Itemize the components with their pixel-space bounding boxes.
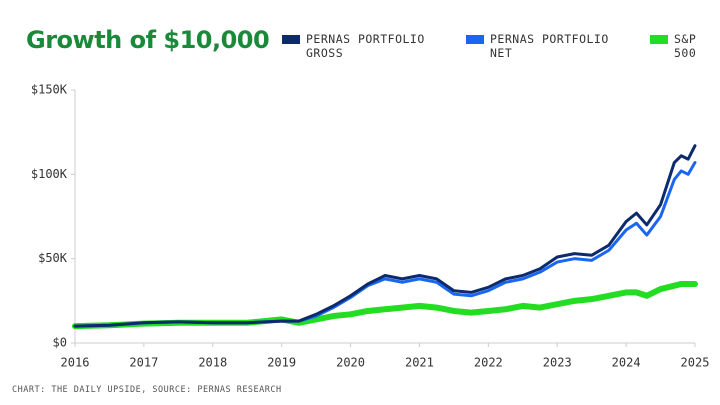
legend-label: S&P 500 [674, 32, 697, 60]
y-tick-label: $50K [38, 251, 68, 265]
x-tick-label: 2025 [681, 356, 710, 370]
x-tick-label: 2018 [198, 356, 227, 370]
line-series [73, 144, 697, 328]
x-tick-label: 2020 [336, 356, 365, 370]
line-series [73, 161, 697, 328]
legend-label: PERNAS PORTFOLIO NET [490, 32, 609, 60]
x-tick-label: 2022 [474, 356, 503, 370]
legend-swatch [466, 35, 484, 44]
y-tick-label: $150K [31, 83, 68, 97]
chart-title: Growth of $10,000 [26, 26, 270, 54]
legend-swatch [282, 35, 300, 44]
legend-swatch [650, 35, 668, 44]
x-tick-label: 2021 [405, 356, 434, 370]
x-tick-label: 2016 [61, 356, 90, 370]
x-tick-label: 2019 [267, 356, 296, 370]
legend-label: PERNAS PORTFOLIO GROSS [306, 32, 425, 60]
x-tick-label: 2024 [612, 356, 641, 370]
legend-item: PERNAS PORTFOLIO NET [466, 32, 632, 60]
y-tick-label: $100K [31, 167, 68, 181]
legend-item: S&P 500 [650, 32, 720, 60]
source: CHART: THE DAILY UPSIDE, SOURCE: PERNAS … [12, 385, 282, 395]
line-series [72, 280, 698, 330]
x-tick-label: 2017 [129, 356, 158, 370]
legend-item: PERNAS PORTFOLIO GROSS [282, 32, 448, 60]
x-tick-label: 2023 [543, 356, 572, 370]
y-tick-label: $0 [53, 336, 67, 350]
legend: PERNAS PORTFOLIO GROSS PERNAS PORTFOLIO N… [282, 32, 720, 60]
